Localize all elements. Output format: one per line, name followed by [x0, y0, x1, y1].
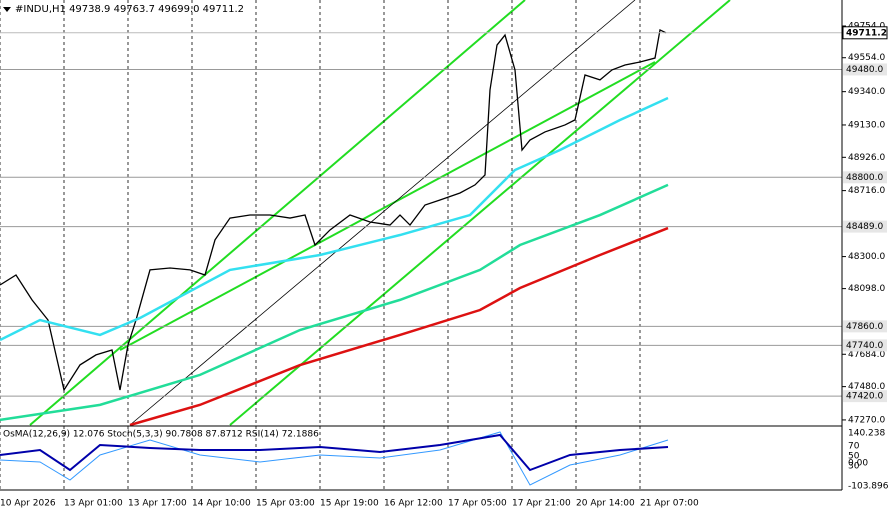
level-label: 49480.0 — [846, 65, 883, 75]
indicator-tick-label: -103.896 — [848, 482, 888, 492]
y-tick-label: 48926.0 — [848, 153, 885, 163]
level-box — [843, 171, 887, 184]
indicator-line — [0, 433, 669, 472]
level-box — [843, 220, 887, 233]
y-tick-label: 49130.0 — [848, 120, 885, 130]
level-label: 47740.0 — [846, 341, 883, 351]
price-line — [0, 183, 669, 422]
level-box — [843, 320, 887, 333]
level-label: 48489.0 — [846, 222, 883, 232]
indicator-tick-label: 50 — [848, 452, 860, 462]
y-tick-label: 49340.0 — [848, 87, 885, 97]
indicator-tick-label: 140.238 — [848, 429, 885, 439]
x-tick-label: 15 Apr 19:00 — [320, 499, 379, 509]
level-box — [843, 390, 887, 403]
x-tick-label: 14 Apr 10:00 — [192, 499, 251, 509]
indicator-label: OsMA(12,26,9) 12.076 Stoch(5,3,3) 90.780… — [3, 430, 319, 440]
x-tick-label: 17 Apr 21:00 — [512, 499, 571, 509]
x-tick-label: 15 Apr 03:00 — [256, 499, 315, 509]
x-tick-label: 13 Apr 01:00 — [64, 499, 123, 509]
last-price-box — [842, 26, 888, 40]
last-price-label: 49711.2 — [846, 28, 887, 38]
indicator-tick-label: 70 — [848, 442, 860, 452]
y-tick-label: 48300.0 — [848, 252, 885, 262]
y-tick-label: 48098.0 — [848, 284, 885, 294]
indicator-tick-label: 30 — [848, 462, 860, 472]
price-line — [0, 29, 667, 392]
x-tick-label: 21 Apr 07:00 — [640, 499, 699, 509]
level-label: 47860.0 — [846, 322, 883, 332]
level-label: 47420.0 — [846, 392, 883, 402]
price-line — [0, 96, 669, 342]
indicator-tick-label: 0.00 — [848, 459, 868, 469]
y-tick-label: 47270.0 — [848, 415, 885, 425]
trend-line — [129, 0, 636, 426]
level-box — [843, 63, 887, 76]
level-label: 48800.0 — [846, 173, 883, 183]
price-line — [129, 226, 669, 427]
collapse-arrow[interactable] — [3, 7, 11, 12]
y-tick-label: 47684.0 — [848, 350, 885, 360]
x-tick-label: 16 Apr 12:00 — [384, 499, 443, 509]
trend-line — [119, 61, 656, 351]
x-tick-label: 17 Apr 05:00 — [448, 499, 507, 509]
y-tick-label: 49554.0 — [848, 53, 885, 63]
level-box — [843, 339, 887, 352]
x-tick-label: 13 Apr 17:00 — [128, 499, 187, 509]
y-tick-label: 47480.0 — [848, 382, 885, 392]
symbol-header: #INDU,H1 49738.9 49763.7 49699.0 49711.2 — [15, 4, 244, 15]
indicator-line — [0, 431, 669, 486]
x-tick-label: 20 Apr 14:00 — [576, 499, 635, 509]
plot-area — [0, 0, 842, 490]
trend-line — [229, 0, 731, 426]
x-tick-label: 10 Apr 2026 — [0, 499, 56, 509]
y-tick-label: 48716.0 — [848, 186, 885, 196]
